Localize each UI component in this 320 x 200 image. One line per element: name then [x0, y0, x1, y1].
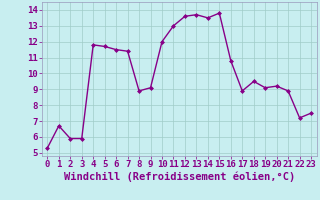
X-axis label: Windchill (Refroidissement éolien,°C): Windchill (Refroidissement éolien,°C): [64, 172, 295, 182]
